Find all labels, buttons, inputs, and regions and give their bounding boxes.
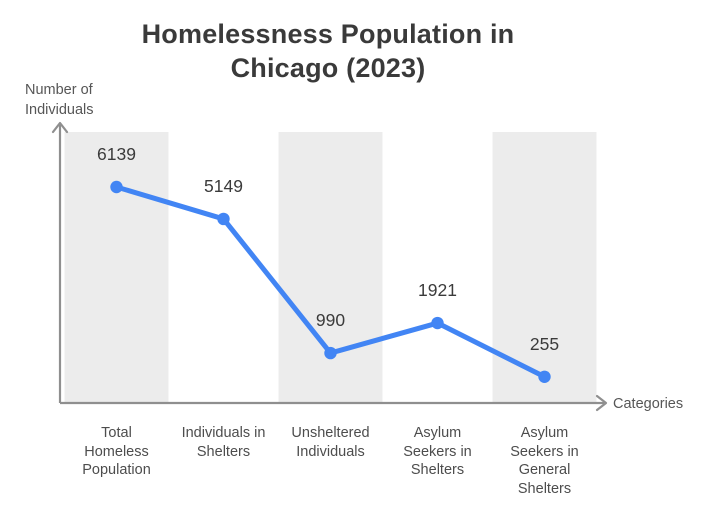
category-label-line: Individuals in [181, 425, 266, 441]
value-label: 990 [315, 310, 346, 331]
category-band [278, 132, 383, 403]
x-axis-label: Categories [613, 396, 684, 412]
category-band [492, 132, 597, 403]
x-axis-arrow-icon [595, 394, 608, 412]
category-label: Unsheltered Individuals [266, 424, 396, 461]
data-point-marker [217, 212, 230, 226]
category-label-line: General [518, 462, 571, 478]
category-label-line: Seekers in [510, 443, 579, 460]
category-label-line: Unsheltered [291, 425, 370, 441]
data-point-marker [324, 346, 337, 360]
category-label-line: Total [101, 425, 132, 441]
data-point-marker [110, 180, 123, 194]
category-label: Asylum Seekers in Shelters [373, 424, 503, 480]
category-band [64, 132, 169, 403]
category-label-line: Asylum [520, 425, 569, 441]
category-label-line: Shelters [517, 480, 572, 497]
category-label-line: Seekers in [403, 443, 472, 460]
category-label-line: Population [82, 462, 151, 478]
value-label: 255 [529, 333, 560, 354]
data-point-marker [538, 370, 551, 383]
category-label-line: Asylum [413, 425, 462, 441]
category-label-line: Shelters [196, 443, 251, 460]
y-axis-label: Number of Individuals [25, 82, 94, 118]
category-label: Individuals in Shelters [159, 424, 289, 461]
category-label-line: Individuals [296, 443, 365, 460]
category-label-line: Homeless [84, 443, 149, 460]
category-label: Total Homeless Population [52, 424, 182, 480]
data-point-marker [431, 316, 444, 330]
chart-title: Homelessness Population in Chicago (2023… [141, 19, 515, 83]
category-label: Asylum Seekers in General Shelters [480, 424, 610, 498]
value-label: 1921 [418, 280, 457, 301]
y-axis-arrow-icon [51, 121, 69, 134]
value-label: 6139 [97, 144, 136, 164]
value-label: 5149 [204, 175, 243, 196]
category-label-line: Shelters [410, 462, 465, 478]
